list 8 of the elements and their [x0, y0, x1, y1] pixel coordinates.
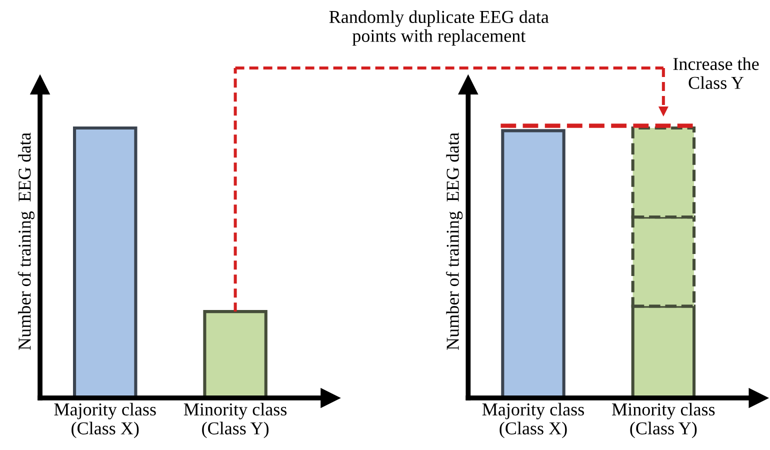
text: Randomly duplicate EEG data points with replacement [329, 10, 549, 46]
x-tick-label: Minority class (Class Y) [184, 402, 287, 438]
y-axis-title: Number of training EEG data [18, 132, 34, 350]
x-tick-label: Majority class (Class X) [54, 402, 156, 438]
text: Increase the Class Y [673, 57, 759, 89]
y-axis-title: Number of training EEG data [446, 132, 463, 350]
x-tick-label: Majority class (Class X) [482, 402, 584, 438]
x-tick-label: Minority class (Class Y) [612, 402, 715, 438]
